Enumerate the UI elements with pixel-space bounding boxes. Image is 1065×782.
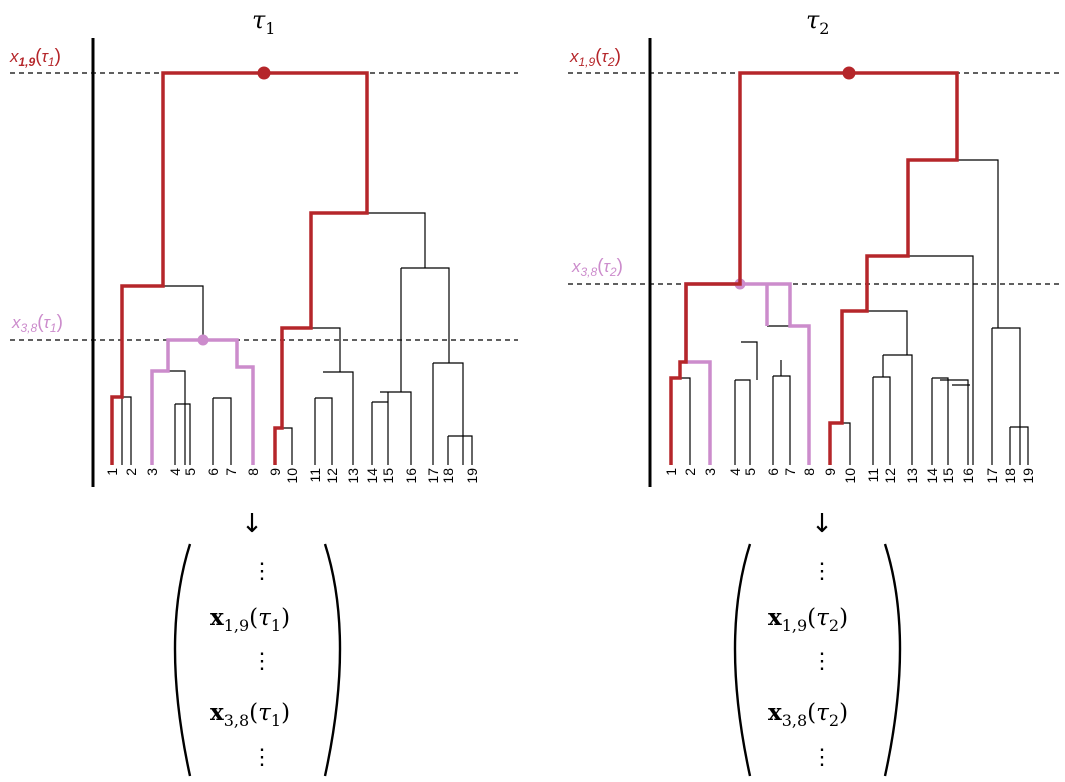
dendrogram-branches xyxy=(680,159,1029,465)
leaf-label: 4 xyxy=(727,468,743,476)
left-paren xyxy=(173,543,192,777)
vdots-bottom: ⋮ xyxy=(251,745,273,770)
leaf-label: 9 xyxy=(267,468,283,476)
leaf-label: 5 xyxy=(742,468,758,476)
leaf-label: 6 xyxy=(205,468,221,476)
dendrogram-panel-tau1: τ1 x1,9(τ1) x3,8(τ1) xyxy=(9,6,518,777)
path-leaf1-leaf9 xyxy=(669,71,959,465)
arrow-down: ↓ xyxy=(241,509,263,539)
leaf-label: 19 xyxy=(464,468,480,484)
merge-node-x38 xyxy=(197,334,209,346)
leaf-label: 10 xyxy=(842,468,858,484)
leaf-label: 11 xyxy=(307,468,323,483)
leaf-label: 3 xyxy=(702,468,718,476)
leaf-label: 6 xyxy=(765,468,781,476)
vdots-top: ⋮ xyxy=(811,559,833,584)
leaf-label: 12 xyxy=(324,468,340,484)
leaf-label: 4 xyxy=(167,468,183,476)
vdots-middle: ⋮ xyxy=(251,649,273,674)
leaf-label: 17 xyxy=(425,468,441,484)
panel-title-tau1: τ1 xyxy=(252,6,275,38)
leaf-label: 10 xyxy=(284,468,300,484)
right-paren xyxy=(323,543,342,777)
leaf-label: 8 xyxy=(801,468,817,476)
path-leaf3-leaf8 xyxy=(684,282,811,465)
leaf-label: 7 xyxy=(223,468,239,476)
merge-node-x19 xyxy=(257,66,271,80)
leaf-label: 5 xyxy=(182,468,198,476)
height-label-x19: x1,9(τ2) xyxy=(569,46,621,69)
leaf-labels: 1 2 3 4 5 6 7 8 9 10 11 12 13 14 15 16 17 18 19 xyxy=(663,468,1036,484)
left-paren xyxy=(733,543,752,777)
leaf-label: 16 xyxy=(403,468,419,484)
leaf-label: 15 xyxy=(380,468,396,484)
right-paren xyxy=(883,543,902,777)
leaf-label: 14 xyxy=(364,468,380,484)
leaf-label: 18 xyxy=(440,468,456,484)
leaf-label: 1 xyxy=(104,468,120,476)
leaf-label: 11 xyxy=(865,468,881,483)
leaf-label: 13 xyxy=(904,468,920,484)
leaf-label: 18 xyxy=(1002,468,1018,484)
leaf-label: 12 xyxy=(882,468,898,484)
dendrogram-panel-tau2: τ2 x1,9(τ2) x3,8(τ2) xyxy=(568,6,1060,777)
leaf-label: 17 xyxy=(984,468,1000,484)
vdots-bottom: ⋮ xyxy=(811,745,833,770)
leaf-label: 7 xyxy=(782,468,798,476)
height-label-x38: x3,8(τ2) xyxy=(571,256,623,279)
panel-title-tau2: τ2 xyxy=(806,6,829,38)
leaf-label: 2 xyxy=(682,468,698,476)
leaf-label: 1 xyxy=(663,468,679,476)
leaf-label: 2 xyxy=(123,468,139,476)
leaf-labels: 1 2 3 4 5 6 7 8 9 10 11 12 13 14 15 16 17 18 19 xyxy=(104,468,480,484)
vector-row-x38: x3,8(τ2) xyxy=(768,699,848,730)
leaf-label: 8 xyxy=(245,468,261,476)
leaf-label: 14 xyxy=(924,468,940,484)
path-leaf3-leaf8 xyxy=(150,338,255,465)
height-label-x38: x3,8(τ1) xyxy=(11,312,63,335)
leaf-label: 15 xyxy=(940,468,956,484)
vector-row-x19: x1,9(τ1) xyxy=(210,604,290,635)
vdots-top: ⋮ xyxy=(251,559,273,584)
height-label-x19: x1,9(τ1) xyxy=(9,46,61,69)
merge-node-x19 xyxy=(842,66,856,80)
leaf-label: 16 xyxy=(960,468,976,484)
leaf-label: 19 xyxy=(1020,468,1036,484)
leaf-label: 9 xyxy=(822,468,838,476)
arrow-down: ↓ xyxy=(811,509,833,539)
vector-row-x19: x1,9(τ2) xyxy=(768,604,848,635)
path-leaf1-leaf9 xyxy=(110,71,369,465)
vdots-middle: ⋮ xyxy=(811,649,833,674)
leaf-label: 3 xyxy=(144,468,160,476)
leaf-label: 13 xyxy=(345,468,361,484)
dendrogram-branches xyxy=(121,212,473,465)
vector-row-x38: x3,8(τ1) xyxy=(210,699,290,730)
